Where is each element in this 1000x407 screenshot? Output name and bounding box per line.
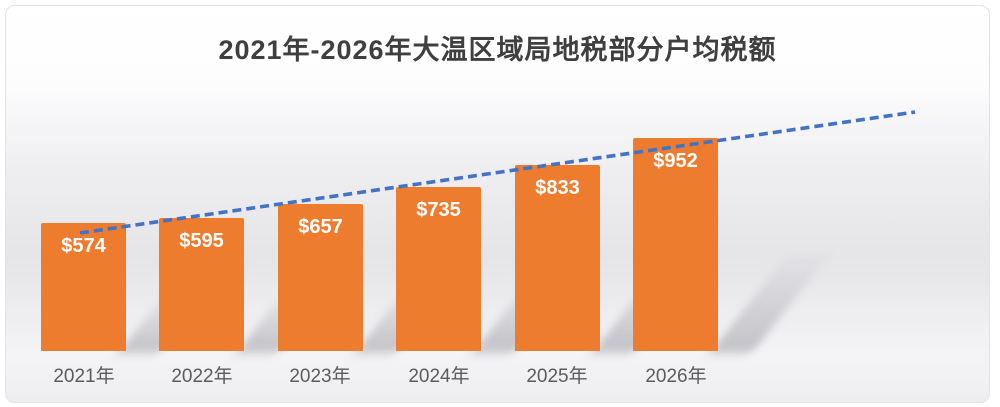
- bar-value-label: $833: [535, 177, 580, 199]
- x-axis-label-2026: 2026年: [645, 366, 707, 387]
- bar-value-label: $952: [653, 150, 698, 172]
- x-axis-label-2025: 2025年: [526, 366, 588, 387]
- bar-2025: $833: [515, 165, 600, 351]
- bar-value-label: $657: [298, 216, 343, 238]
- trendline-dashed: [79, 110, 916, 235]
- bar-2024: $735: [396, 187, 481, 351]
- bar-2026: $952: [633, 138, 718, 351]
- bar-2023: $657: [278, 204, 363, 351]
- x-axis-label-2024: 2024年: [408, 366, 470, 387]
- bar-value-label: $574: [61, 235, 106, 257]
- x-axis-label-2021: 2021年: [53, 366, 115, 387]
- x-axis-label-2023: 2023年: [289, 366, 351, 387]
- bar-2021: $574: [41, 223, 126, 351]
- bar-value-label: $595: [179, 230, 224, 252]
- chart-title: 2021年-2026年大温区域局地税部分户均税额: [218, 35, 777, 65]
- bar-value-label: $735: [416, 199, 461, 221]
- bar-2022: $595: [159, 218, 244, 351]
- x-axis-label-2022: 2022年: [171, 366, 233, 387]
